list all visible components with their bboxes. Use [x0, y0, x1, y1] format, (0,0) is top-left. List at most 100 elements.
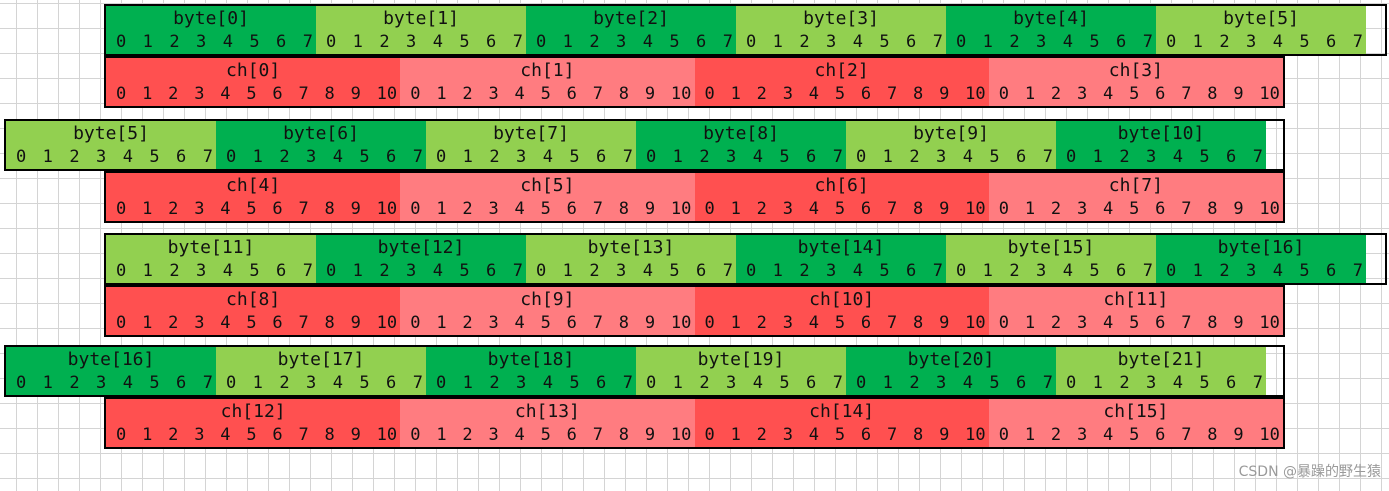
bit-index: 1: [352, 261, 363, 281]
bit-index: 0: [226, 147, 237, 167]
bit-index-row: 0 1 2 3 4 5 6 7 8 9 10: [106, 311, 400, 335]
byte-cell: byte[13] 0 1 2 3 4 5 6 7: [526, 235, 736, 283]
byte-label: byte[7]: [493, 122, 569, 144]
bit-index: 7: [592, 199, 603, 219]
bit-index: 10: [1259, 199, 1280, 219]
bit-index: 0: [856, 373, 867, 393]
bit-index: 6: [596, 373, 607, 393]
bit-index: 4: [514, 199, 525, 219]
bit-index: 5: [540, 313, 551, 333]
bit-index: 7: [886, 199, 898, 219]
bit-index: 1: [142, 313, 153, 333]
byte-cell: byte[18] 0 1 2 3 4 5 6 7: [426, 347, 636, 395]
bit-index: 10: [1259, 425, 1280, 445]
bit-index: 9: [1233, 425, 1244, 445]
bit-index: 4: [752, 147, 763, 167]
bit-index: 8: [324, 199, 335, 219]
bit-index: 2: [756, 84, 767, 104]
byte-row-2: byte[5] 0 1 2 3 4 5 6 7 byte[6] 0 1 2 3 4 5 6 7 byte[7] 0 1 2…: [4, 119, 1285, 171]
bit-index: 9: [350, 313, 361, 333]
byte-row-1: byte[0] 0 1 2 3 4 5 6 7 byte[1] 0 1 2 3 4 5 6 7 byte[2] 0 1 2…: [104, 4, 1387, 56]
bit-index: 0: [436, 373, 447, 393]
bit-index: 4: [1172, 147, 1183, 167]
bit-index: 1: [436, 425, 447, 445]
bit-index: 4: [542, 373, 553, 393]
bit-index: 3: [306, 147, 317, 167]
bit-index: 6: [860, 84, 872, 104]
bit-index: 5: [669, 261, 680, 281]
ch-label: ch[12]: [220, 400, 286, 422]
bit-index: 3: [1146, 147, 1157, 167]
bit-index: 4: [808, 199, 819, 219]
bit-index: 3: [936, 373, 947, 393]
bit-index: 10: [965, 313, 986, 333]
bit-index: 1: [252, 147, 263, 167]
bit-index: 1: [1192, 261, 1203, 281]
bit-index: 1: [730, 313, 741, 333]
bit-index: 5: [459, 261, 470, 281]
bit-index-row: 0 1 2 3 4 5 6 7 8 9 10: [106, 82, 400, 106]
bit-index: 5: [879, 32, 890, 52]
bit-index: 6: [906, 32, 917, 52]
bit-index: 0: [998, 425, 1009, 445]
bit-index: 3: [782, 199, 793, 219]
bit-index: 6: [1326, 32, 1337, 52]
bit-index-row: 0 1 2 3 4 5 6 7 8 9 10: [400, 197, 694, 221]
bit-index: 0: [326, 32, 337, 52]
bit-index: 7: [832, 147, 843, 167]
byte-cell: byte[16] 0 1 2 3 4 5 6 7: [1156, 235, 1366, 283]
bit-index: 3: [306, 373, 317, 393]
byte-cell: byte[19] 0 1 2 3 4 5 6 7: [636, 347, 846, 395]
bit-index: 3: [1246, 261, 1257, 281]
bit-index: 2: [69, 373, 80, 393]
bit-index: 8: [913, 425, 924, 445]
bit-index: 0: [116, 261, 127, 281]
ch-label: ch[6]: [814, 174, 869, 196]
bit-index: 6: [486, 32, 497, 52]
bit-index: 7: [412, 147, 423, 167]
bit-index: 4: [122, 373, 133, 393]
ch-cell: ch[12] 0 1 2 3 4 5 6 7 8 9 10: [106, 399, 401, 447]
ch-label: ch[0]: [226, 59, 281, 81]
bit-index: 6: [566, 199, 577, 219]
ch-label: ch[10]: [809, 288, 875, 310]
byte-label: byte[12]: [377, 236, 465, 258]
watermark: CSDN @暴躁的野生猿: [1238, 464, 1381, 480]
bit-index: 4: [808, 425, 819, 445]
bit-index: 9: [939, 425, 950, 445]
bit-index: 7: [412, 373, 423, 393]
bit-index: 1: [1092, 373, 1103, 393]
bit-index: 6: [272, 313, 283, 333]
bit-index: 2: [1050, 199, 1062, 219]
bit-index: 2: [589, 32, 600, 52]
bit-index: 7: [592, 84, 603, 104]
bit-index: 6: [1326, 261, 1337, 281]
bit-index: 6: [696, 261, 707, 281]
bit-index: 3: [196, 32, 207, 52]
byte-label: byte[1]: [383, 7, 459, 29]
bit-index: 1: [142, 199, 153, 219]
bit-index: 0: [116, 84, 127, 104]
bit-index: 5: [1089, 32, 1100, 52]
bit-index: 9: [644, 199, 656, 219]
bit-index: 0: [16, 373, 27, 393]
bit-index: 4: [1172, 373, 1183, 393]
bit-index: 4: [1103, 84, 1114, 104]
byte-row-3: byte[11] 0 1 2 3 4 5 6 7 byte[12] 0 1 2 3 4 5 6 7 byte[13]…: [104, 233, 1387, 285]
byte-cell: byte[2] 0 1 2 3 4 5 6 7: [526, 6, 736, 54]
bit-index: 2: [489, 373, 500, 393]
bit-index: 0: [226, 373, 237, 393]
ch-cell: ch[0] 0 1 2 3 4 5 6 7 8 9 10: [106, 58, 401, 106]
bit-index: 1: [1024, 84, 1036, 104]
bit-index: 5: [1299, 32, 1310, 52]
bit-index: 2: [279, 373, 290, 393]
byte-cell: byte[15] 0 1 2 3 4 5 6 7: [946, 235, 1156, 283]
bit-index: 6: [566, 425, 577, 445]
bit-index: 4: [514, 313, 525, 333]
bit-index: 2: [799, 261, 810, 281]
ch-label: ch[9]: [520, 288, 575, 310]
bit-index: 1: [562, 261, 573, 281]
